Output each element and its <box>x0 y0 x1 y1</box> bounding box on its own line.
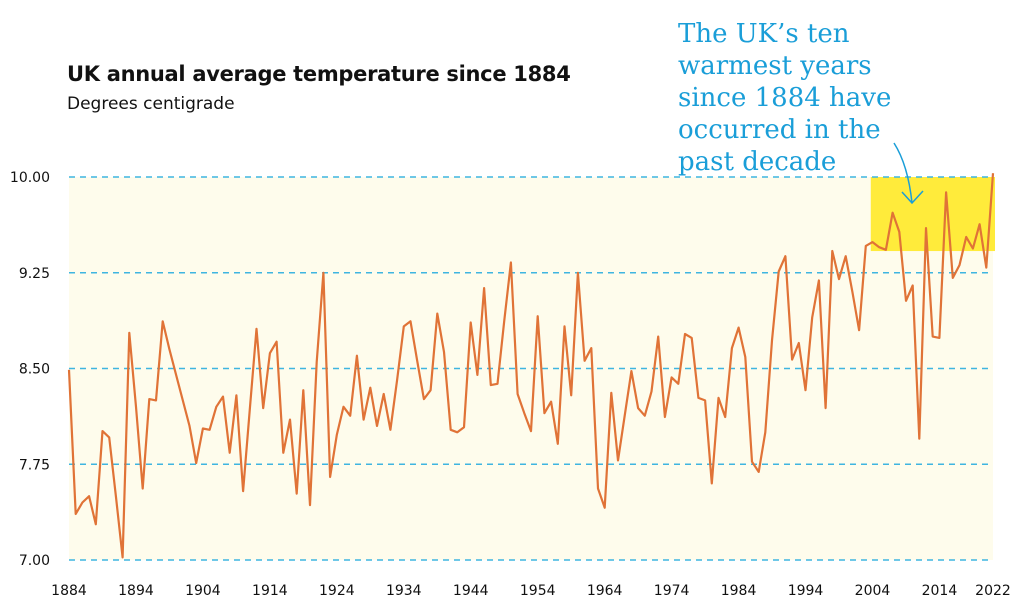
y-tick-label: 7.75 <box>19 457 50 473</box>
x-tick-label: 1964 <box>587 583 623 599</box>
x-tick-label: 1884 <box>51 583 87 599</box>
y-axis-ticks: 7.00 7.75 8.50 9.25 10.00 <box>10 170 50 569</box>
y-tick-label: 9.25 <box>19 266 50 282</box>
x-tick-label: 1924 <box>319 583 355 599</box>
x-tick-label: 1984 <box>721 583 757 599</box>
x-tick-label: 1914 <box>252 583 288 599</box>
x-tick-label: 1944 <box>453 583 489 599</box>
x-tick-label: 1894 <box>118 583 154 599</box>
x-tick-label: 1994 <box>788 583 824 599</box>
x-tick-label: 2004 <box>855 583 891 599</box>
y-tick-label: 8.50 <box>19 362 50 378</box>
y-tick-label: 7.00 <box>19 553 50 569</box>
x-axis-ticks: 1884 1894 1904 1914 1924 1934 1944 1954 1964 1974… <box>51 583 1011 599</box>
temperature-line <box>67 173 995 559</box>
chart-title: UK annual average temperature since 1884 <box>67 62 571 86</box>
x-tick-label: 1974 <box>654 583 690 599</box>
x-tick-label: 2022 <box>975 583 1011 599</box>
chart-subtitle: Degrees centigrade <box>67 94 235 114</box>
x-tick-label: 2014 <box>922 583 958 599</box>
x-tick-label: 1934 <box>386 583 422 599</box>
gridlines <box>69 176 993 561</box>
annotation-text: The UK’s ten warmest years since 1884 ha… <box>678 19 892 177</box>
annotation-arrow <box>893 142 924 205</box>
x-tick-label: 1904 <box>185 583 221 599</box>
y-tick-label: 10.00 <box>10 170 50 186</box>
x-tick-label: 1954 <box>520 583 556 599</box>
